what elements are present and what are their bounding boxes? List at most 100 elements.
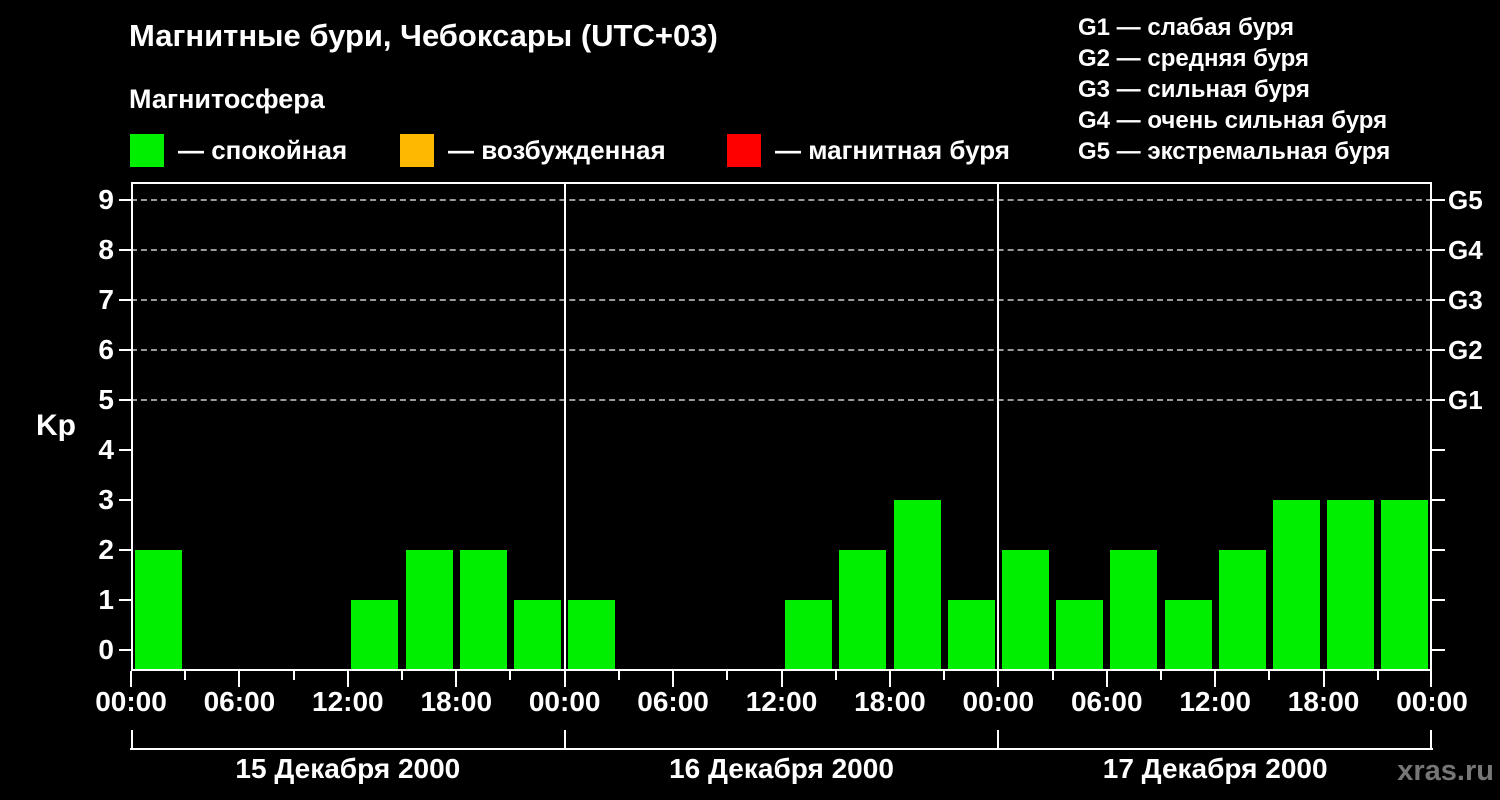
g-level-label-g4: G4 (1448, 235, 1483, 265)
date-label: 15 Декабря 2000 (235, 753, 461, 784)
excited-color-swatch (400, 133, 434, 167)
gridline-kp7 (131, 299, 1432, 301)
time-label: 00:00 (1396, 686, 1468, 717)
date-label: 17 Декабря 2000 (1102, 753, 1328, 784)
y-tick-label: 9 (98, 184, 114, 215)
x-minor-tick (1159, 671, 1162, 680)
legend-item-quiet: — спокойная (130, 133, 347, 167)
kp-bar (459, 550, 507, 671)
kp-bar (1381, 500, 1429, 671)
y-tick-left (119, 499, 132, 501)
y-tick-label: 3 (98, 484, 114, 515)
page-title: Магнитные бури, Чебоксары (UTC+03) (129, 18, 718, 53)
bracket-tick (1430, 730, 1432, 750)
bracket-tick (563, 730, 566, 750)
y-tick-left (119, 199, 132, 201)
x-minor-tick (1051, 671, 1054, 680)
kp-bar (514, 600, 562, 671)
time-label: 18:00 (854, 686, 926, 717)
time-label: 12:00 (312, 686, 384, 717)
g-level-label-g5: G5 (1448, 185, 1483, 215)
y-tick-left (119, 399, 132, 401)
magnetosphere-subtitle: Магнитосфера (129, 84, 325, 114)
kp-bar (1056, 600, 1104, 671)
g-legend-line: G2 — средняя буря (1078, 45, 1309, 72)
gridline-kp5 (131, 399, 1432, 401)
y-tick-label: 5 (98, 384, 114, 415)
legend-item-excited: — возбужденная (400, 133, 666, 167)
kp-bar (1218, 550, 1266, 671)
y-tick-left (119, 599, 132, 601)
x-major-tick (888, 671, 891, 687)
y-axis-title: Kp (36, 409, 76, 442)
g-scale-legend: G1 — слабая буря G2 — средняя буря G3 — … (1078, 12, 1390, 167)
day-separator (563, 182, 566, 671)
y-tick-right (1432, 299, 1445, 301)
kp-bar (1272, 500, 1320, 671)
time-label: 00:00 (95, 686, 167, 717)
bracket-tick (997, 730, 1000, 750)
gridline-kp9 (131, 199, 1432, 201)
kp-bar (893, 500, 941, 671)
g-legend-line: G1 — слабая буря (1078, 14, 1295, 41)
g-level-label-g2: G2 (1448, 335, 1483, 365)
y-tick-right (1432, 499, 1445, 501)
y-tick-right (1432, 199, 1445, 201)
g-legend-line: G3 — сильная буря (1078, 76, 1310, 103)
x-minor-tick (726, 671, 729, 680)
quiet-color-swatch (130, 133, 164, 167)
time-label: 06:00 (1070, 686, 1143, 717)
x-minor-tick (1376, 671, 1379, 680)
x-minor-tick (292, 671, 295, 680)
x-minor-tick (1268, 671, 1271, 680)
time-label: 06:00 (203, 686, 276, 717)
kp-bar (1164, 600, 1212, 671)
time-label: 12:00 (745, 686, 818, 717)
storm-color-swatch (727, 133, 761, 167)
y-tick-right (1432, 249, 1445, 251)
y-tick-left (119, 249, 132, 251)
x-major-tick (780, 671, 783, 687)
y-tick-right (1432, 349, 1445, 351)
y-tick-label: 0 (98, 634, 114, 665)
watermark: xras.ru (1397, 755, 1494, 787)
x-minor-tick (509, 671, 512, 680)
kp-bar (785, 600, 833, 671)
time-label: 06:00 (637, 686, 709, 717)
x-minor-tick (617, 671, 620, 680)
kp-bar (568, 600, 616, 671)
kp-bar (1327, 500, 1375, 671)
x-major-tick (1214, 671, 1217, 687)
g-level-label-g3: G3 (1448, 285, 1483, 315)
g-legend-line: G4 — очень сильная буря (1078, 107, 1388, 134)
kp-bar (947, 600, 995, 671)
y-tick-right (1432, 549, 1445, 551)
y-tick-label: 6 (98, 334, 114, 365)
legend-item-storm: — магнитная буря (727, 133, 1010, 167)
y-tick-label: 8 (98, 234, 114, 265)
y-tick-left (119, 349, 132, 351)
g-legend-line: G5 — экстремальная буря (1078, 138, 1391, 165)
gridline-kp8 (131, 249, 1432, 251)
plot-area (131, 182, 1432, 671)
y-tick-right (1432, 449, 1445, 451)
x-major-tick (997, 671, 1000, 687)
x-major-tick (563, 671, 566, 687)
y-tick-right (1432, 649, 1445, 651)
y-tick-left (119, 299, 132, 301)
kp-bar (405, 550, 453, 671)
time-label: 00:00 (528, 686, 601, 717)
y-tick-label: 2 (98, 534, 114, 565)
gridline-kp6 (131, 349, 1432, 351)
date-bracket (130, 748, 1433, 750)
x-major-tick (455, 671, 458, 687)
time-label: 18:00 (1287, 686, 1360, 717)
date-label: 16 Декабря 2000 (669, 753, 894, 784)
x-major-tick (238, 671, 241, 687)
y-tick-label: 4 (98, 434, 114, 465)
y-tick-left (119, 549, 132, 551)
kp-bar (839, 550, 887, 671)
x-major-tick (130, 671, 132, 687)
y-tick-right (1432, 399, 1445, 401)
x-minor-tick (401, 671, 404, 680)
